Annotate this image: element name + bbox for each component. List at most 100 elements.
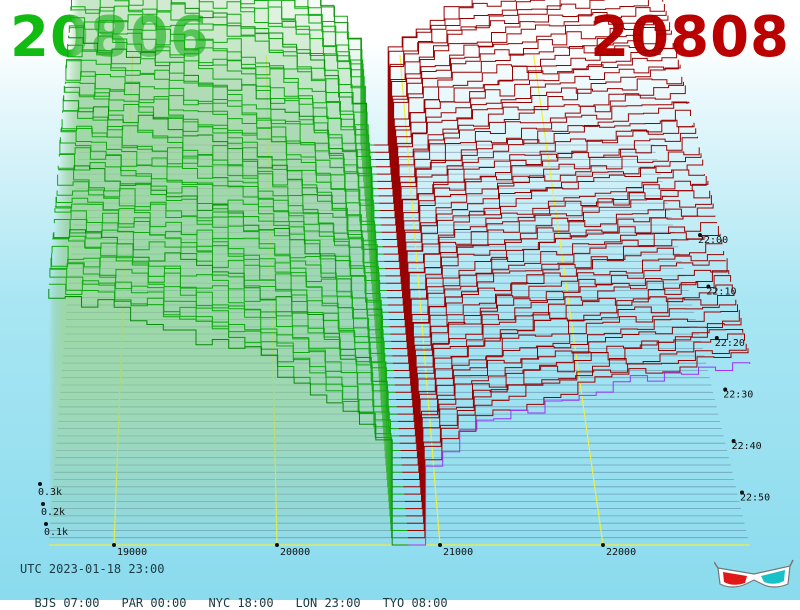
time-tick-label: 22:20 — [715, 338, 745, 349]
ask-snapshot-line — [380, 30, 672, 219]
ask-snapshot-line — [397, 233, 721, 422]
bid-snapshot-fill — [53, 233, 404, 487]
ask-snapshot-line — [386, 101, 690, 291]
time-tick-mark — [698, 233, 702, 237]
3d-glasses-icon[interactable] — [714, 558, 794, 594]
bid-snapshot-fill — [49, 284, 408, 538]
bid-snapshot-line — [65, 64, 390, 320]
bid-snapshot-fill — [78, 0, 375, 153]
bid-snapshot-line — [58, 165, 398, 415]
bid-snapshot-fill — [52, 246, 405, 502]
bid-snapshot-line — [240, 0, 379, 197]
ask-snapshot-line — [376, 0, 605, 175]
volume-tick-mark — [44, 522, 48, 526]
bid-snapshot-line — [48, 288, 409, 546]
ask-snapshot-line — [399, 260, 726, 444]
time-tick-mark — [740, 490, 744, 495]
bid-snapshot-line — [59, 140, 397, 400]
bid-snapshot-line — [66, 59, 389, 313]
bid-price: 20806 — [10, 6, 210, 70]
price-tick-label: 20000 — [280, 547, 310, 558]
bid-snapshot-fill — [65, 64, 390, 320]
ask-snapshot-line — [408, 362, 751, 546]
ask-snapshot-line — [405, 317, 742, 510]
ask-snapshot-line — [375, 0, 546, 160]
ask-snapshot-line — [395, 203, 714, 393]
clock-tyo: TYO 08:00 — [382, 596, 448, 610]
price-tick-mark — [275, 543, 279, 547]
ask-snapshot-line — [392, 176, 707, 364]
bid-snapshot-line — [67, 59, 388, 306]
ask-snapshot-line — [383, 64, 681, 255]
ask-snapshot-line — [378, 10, 667, 197]
volume-tick-mark — [38, 482, 42, 486]
ask-snapshot-line — [384, 76, 683, 262]
ask-snapshot-line — [397, 226, 719, 415]
time-tick-label: 22:40 — [732, 441, 762, 452]
bid-snapshot-fill — [49, 267, 408, 531]
bid-snapshot-line — [62, 98, 393, 357]
ask-snapshot-line — [400, 258, 728, 451]
ask-snapshot-line — [402, 284, 733, 473]
ask-snapshot-line — [381, 42, 676, 233]
clock-bjs: BJS 07:00 — [34, 596, 100, 610]
ask-snapshot-line — [386, 101, 688, 284]
ask-snapshot-line — [376, 0, 561, 168]
bid-snapshot-line — [51, 253, 406, 510]
ask-snapshot-line — [402, 291, 735, 480]
bid-snapshot-fill — [48, 288, 409, 545]
ask-snapshot-line — [390, 147, 700, 335]
world-clocks: BJS 07:00 PAR 00:00 NYC 18:00 LON 23:00 TYO … — [20, 582, 470, 610]
ask-snapshot-line — [384, 81, 684, 270]
time-tick-label: 22:50 — [740, 493, 770, 504]
bid-snapshot-line — [62, 110, 393, 364]
time-tick-mark — [731, 439, 736, 443]
clock-nyc: NYC 18:00 — [208, 596, 274, 610]
utc-time: UTC 2023-01-18 23:00 — [20, 562, 165, 576]
ask-snapshot-line — [392, 169, 705, 357]
ask-snapshot-line — [387, 119, 693, 306]
ask-snapshot-line — [403, 299, 737, 488]
clock-lon: LON 23:00 — [295, 596, 361, 610]
ask-snapshot-line — [391, 159, 704, 350]
price-tick-mark — [601, 543, 605, 547]
bid-snapshot-line — [50, 257, 406, 517]
ask-snapshot-line — [398, 239, 723, 430]
time-tick-mark — [714, 336, 719, 340]
axis-labels: 19000 20000 21000 22000 22:00 22:10 22:20 22:30… — [38, 233, 770, 558]
ask-snapshot-line — [374, 0, 516, 153]
bid-snapshot-line — [57, 165, 398, 422]
ask-snapshot-line — [389, 128, 697, 320]
price-tick-mark — [112, 543, 116, 547]
ask-snapshot-line — [387, 109, 691, 299]
ask-snapshot-line — [399, 251, 725, 437]
volume-tick-label: 0.2k — [41, 507, 65, 518]
volume-tick-label: 0.1k — [44, 527, 68, 538]
ask-snapshot-line — [404, 309, 740, 502]
ask-snapshot-line — [381, 43, 674, 226]
price-gridline — [533, 54, 604, 546]
price-tick-label: 22000 — [606, 547, 636, 558]
ask-depth-series — [374, 0, 751, 546]
ask-snapshot-line — [382, 51, 678, 240]
ask-snapshot-line — [396, 215, 716, 400]
volume-tick-mark — [41, 502, 45, 506]
ask-snapshot-line — [401, 270, 730, 459]
price-tick-label: 21000 — [443, 547, 473, 558]
ask-snapshot-line — [394, 195, 712, 386]
bid-snapshot-line — [64, 86, 391, 335]
bid-snapshot-line — [56, 189, 400, 437]
ask-snapshot-line — [379, 22, 671, 211]
clock-par: PAR 00:00 — [121, 596, 187, 610]
bid-depth-series — [48, 0, 409, 546]
bid-snapshot-fill — [77, 0, 377, 167]
bid-snapshot-fill — [53, 229, 403, 480]
ask-snapshot-line — [382, 59, 679, 248]
price-tick-label: 19000 — [117, 547, 147, 558]
ask-snapshot-line — [374, 0, 473, 146]
price-tick-mark — [438, 543, 442, 547]
ask-snapshot-line — [407, 348, 749, 539]
ask-snapshot-line — [377, 0, 664, 182]
ask-snapshot-line — [406, 333, 745, 524]
